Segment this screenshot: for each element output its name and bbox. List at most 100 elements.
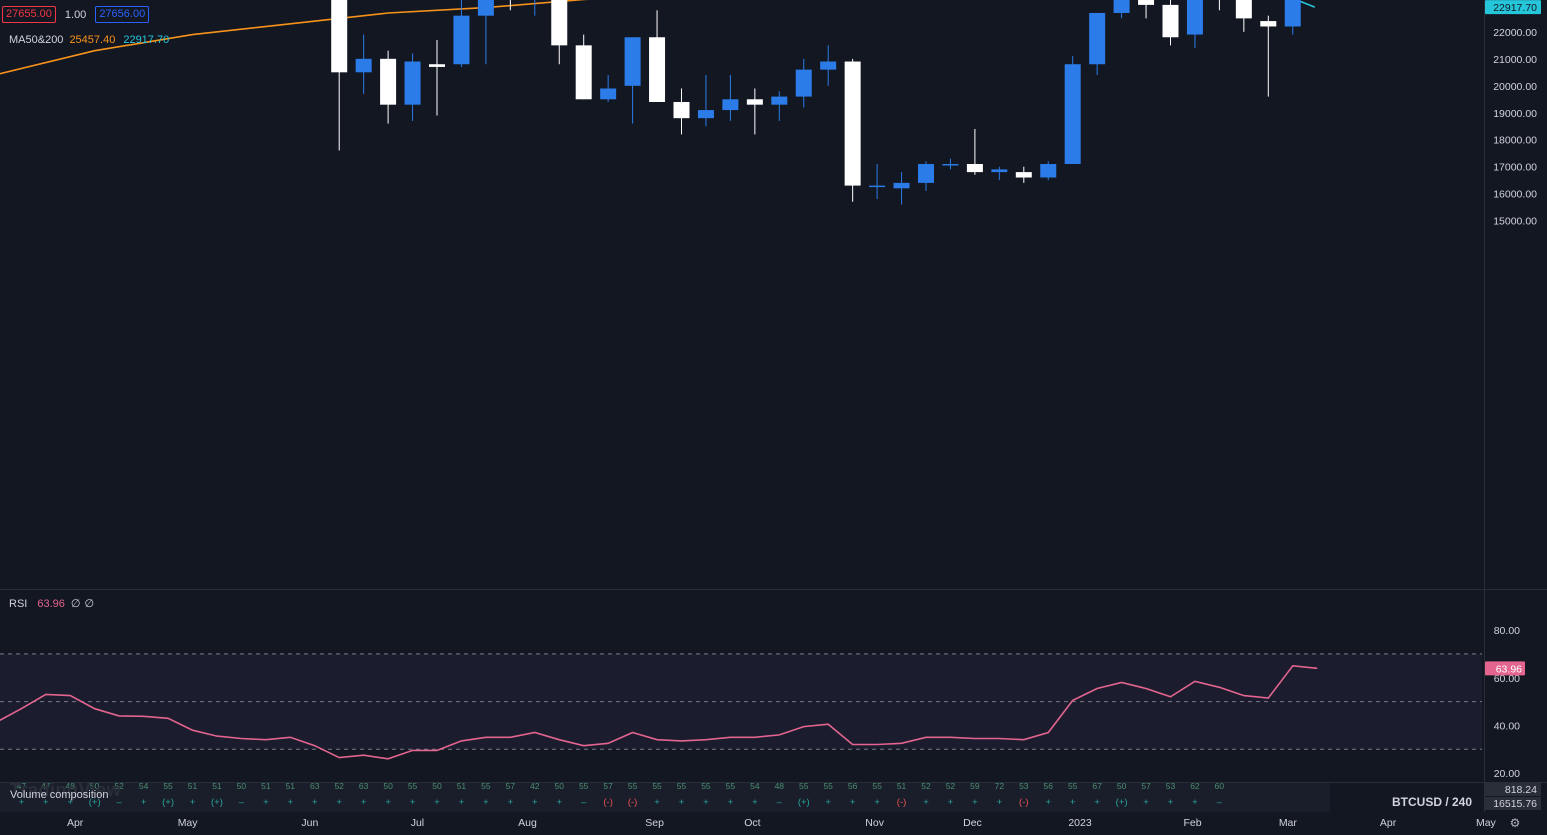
volume-cell-top: 55	[677, 781, 687, 791]
candle[interactable]	[1089, 12, 1106, 76]
volume-axis-label: 16515.76	[1493, 798, 1537, 810]
candle[interactable]	[477, 0, 494, 65]
candle-body	[355, 58, 372, 73]
candle[interactable]	[918, 161, 934, 191]
candle[interactable]	[1138, 0, 1155, 19]
ma200-line[interactable]	[0, 0, 1315, 75]
volume-cell-top: 48	[66, 781, 76, 791]
candle-body	[820, 61, 837, 70]
candle[interactable]	[1162, 0, 1179, 46]
moving-averages	[0, 0, 1316, 75]
volume-cell-top: 60	[1215, 781, 1225, 791]
ma-indicator-name: MA50&200	[9, 34, 64, 46]
time-tick-label: Jun	[301, 817, 318, 829]
price-tick-label: 17000.00	[1493, 162, 1537, 174]
price-level-tag[interactable]	[1485, 0, 1541, 15]
volume-cell-sign: +	[948, 797, 954, 808]
candle-body	[844, 61, 861, 186]
candle[interactable]	[1040, 161, 1057, 181]
candle-body	[1015, 172, 1032, 178]
candle[interactable]	[355, 34, 372, 94]
volume-axis-tag	[1485, 797, 1541, 810]
candle[interactable]	[502, 0, 518, 11]
candle[interactable]	[575, 34, 592, 100]
volume-cell-sign: +	[972, 797, 978, 808]
ma50-line[interactable]	[706, 0, 1316, 8]
volume-cell-top: 52	[114, 781, 124, 791]
volume-cell-sign: +	[312, 797, 318, 808]
time-tick-label: Apr	[1380, 817, 1397, 829]
candle[interactable]	[551, 0, 568, 65]
candle[interactable]	[771, 91, 788, 121]
candle-body	[942, 164, 959, 166]
candle[interactable]	[600, 75, 617, 102]
candle[interactable]	[404, 53, 421, 121]
rsi-pane[interactable]	[0, 653, 1547, 783]
candle[interactable]	[893, 172, 910, 205]
rsi-line[interactable]	[0, 664, 1318, 760]
volume-cell-top: 55	[408, 781, 418, 791]
candle[interactable]	[869, 164, 886, 200]
volume-cell-sign: +	[728, 797, 734, 808]
candle[interactable]	[942, 158, 959, 170]
candle[interactable]	[844, 58, 861, 202]
candle[interactable]	[1260, 15, 1277, 97]
time-tick-label: Aug	[518, 817, 537, 829]
volume-cell-sign: +	[43, 797, 49, 808]
tradingview-logo: TradingView	[10, 780, 122, 800]
volume-cell-sign: +	[997, 797, 1003, 808]
candle[interactable]	[649, 10, 666, 102]
candle[interactable]	[1064, 56, 1081, 165]
candle[interactable]	[1015, 166, 1032, 183]
price-axis[interactable]: 15000.00 16000.00 17000.00 18000.00 19000.00…	[1484, 0, 1542, 812]
candle[interactable]	[453, 0, 470, 67]
candle[interactable]	[1186, 0, 1203, 49]
candle-body	[991, 169, 1008, 173]
candle[interactable]	[673, 88, 690, 135]
volume-cell-top: 63	[359, 781, 369, 791]
candle[interactable]	[527, 0, 543, 16]
candle[interactable]	[1235, 0, 1252, 32]
candle[interactable]	[624, 37, 641, 124]
candle-body	[477, 0, 494, 16]
candle[interactable]	[820, 45, 837, 86]
volume-cell-sign: +	[385, 797, 391, 808]
rsi-legend[interactable]: RSI 63.96 ∅ ∅	[9, 597, 94, 611]
candle[interactable]	[722, 75, 739, 121]
volume-cell-sign: (-)	[1019, 797, 1029, 808]
candle[interactable]	[1211, 0, 1227, 11]
candle[interactable]	[1284, 0, 1301, 35]
candle[interactable]	[697, 75, 714, 127]
volume-composition-label: Volume composition	[10, 789, 109, 801]
price-tick-label: 18000.00	[1493, 135, 1537, 147]
candle-body	[649, 37, 666, 102]
price-pane[interactable]	[0, 0, 1547, 590]
candle-body	[966, 164, 983, 173]
ma-legend[interactable]: MA50&200 25457.40 22917.70	[9, 34, 171, 46]
time-axis[interactable]: Apr May Jun Jul Aug Sep Oct Nov Dec 2023 Feb Mar Apr…	[0, 812, 1547, 835]
rsi-extra-1: ∅	[70, 598, 81, 610]
volume-cell-sign: (-)	[628, 797, 638, 808]
candle-body	[551, 0, 568, 46]
volume-cell-sign: +	[532, 797, 538, 808]
gear-icon[interactable]: ⚙	[1510, 816, 1521, 830]
candle[interactable]	[331, 0, 348, 151]
candle[interactable]	[380, 50, 397, 124]
candle[interactable]	[746, 88, 763, 135]
candle[interactable]	[795, 58, 812, 108]
candle[interactable]	[1113, 0, 1130, 19]
candle[interactable]	[991, 166, 1008, 181]
symbol-timeframe[interactable]: BTCUSD / 240	[1392, 795, 1473, 809]
bid-price[interactable]: 27655.00	[2, 6, 56, 23]
volume-axis-label: 818.24	[1505, 784, 1537, 796]
volume-cell-top: 55	[579, 781, 589, 791]
volume-cell-top: 51	[457, 781, 467, 791]
ask-price[interactable]: 27656.00	[95, 6, 150, 23]
candle[interactable]	[429, 39, 445, 116]
volume-cell-sign: (+)	[798, 797, 810, 808]
candle-body	[1138, 0, 1155, 5]
volume-cell-top: 52	[921, 781, 931, 791]
rsi-current-tag[interactable]	[1485, 661, 1525, 676]
candle[interactable]	[966, 128, 983, 175]
